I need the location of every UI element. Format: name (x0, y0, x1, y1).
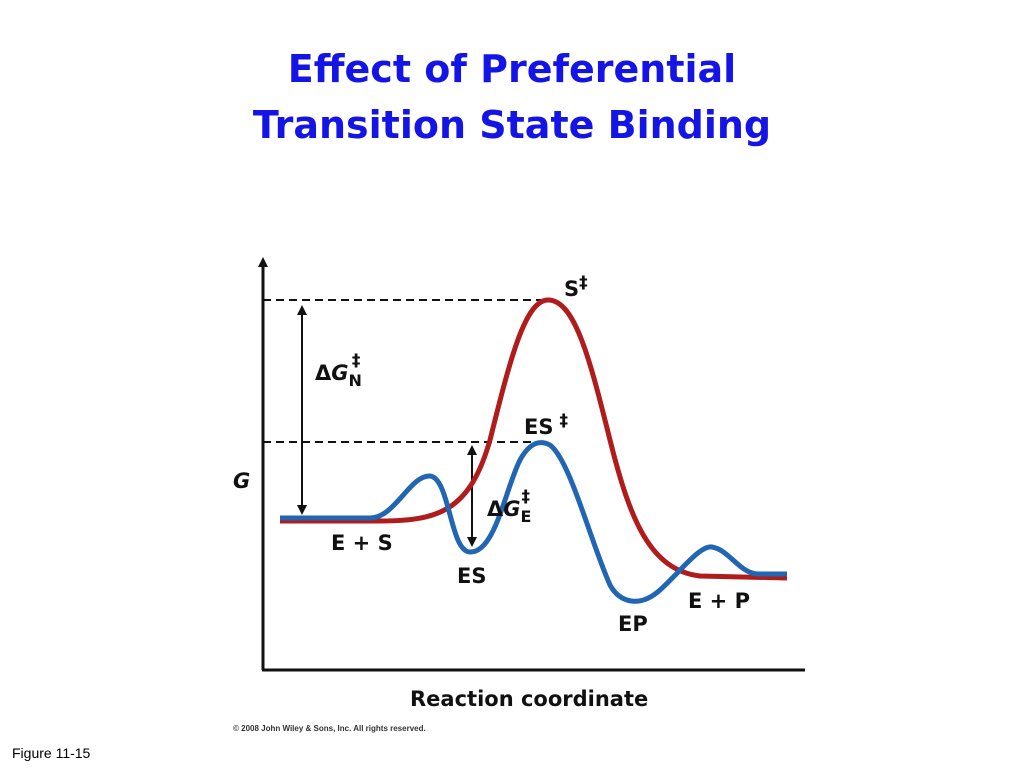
base: ES (524, 415, 553, 439)
superscript: ‡ (579, 273, 588, 293)
peak-label: ES ‡ (524, 411, 568, 439)
variable: G (331, 361, 348, 385)
title-line: Transition State Binding (253, 103, 771, 147)
delta-g-label: ΔGE‡ (487, 487, 531, 526)
figure-label: Figure 11-15 (12, 745, 91, 761)
state-label: ES (457, 564, 486, 588)
state-label: EP (618, 612, 648, 636)
superscript: ‡ (559, 411, 568, 431)
subscript: E (521, 507, 532, 526)
subscript: N (349, 371, 362, 390)
state-label: E + P (688, 589, 750, 613)
base: S (564, 277, 579, 301)
delta-g-label: ΔGN‡ (315, 351, 362, 390)
superscript: ‡ (521, 487, 530, 507)
uncatalyzed-curve (280, 297, 788, 581)
symbol: Δ (487, 497, 504, 521)
y-axis-label: G (233, 469, 250, 493)
superscript: ‡ (352, 351, 361, 371)
energy-diagram: G Reaction coordinate S‡ ES ‡ ΔGN‡ ΔGE‡ E… (233, 257, 805, 733)
peak-label: S‡ (564, 273, 588, 301)
x-axis-label: Reaction coordinate (410, 687, 648, 711)
copyright: © 2008 John Wiley & Sons, Inc. All right… (233, 724, 426, 733)
variable: G (503, 497, 520, 521)
state-label: E + S (331, 531, 393, 555)
symbol: Δ (315, 361, 332, 385)
catalyzed-curve (280, 440, 787, 604)
title-line: Effect of Preferential (288, 47, 736, 91)
